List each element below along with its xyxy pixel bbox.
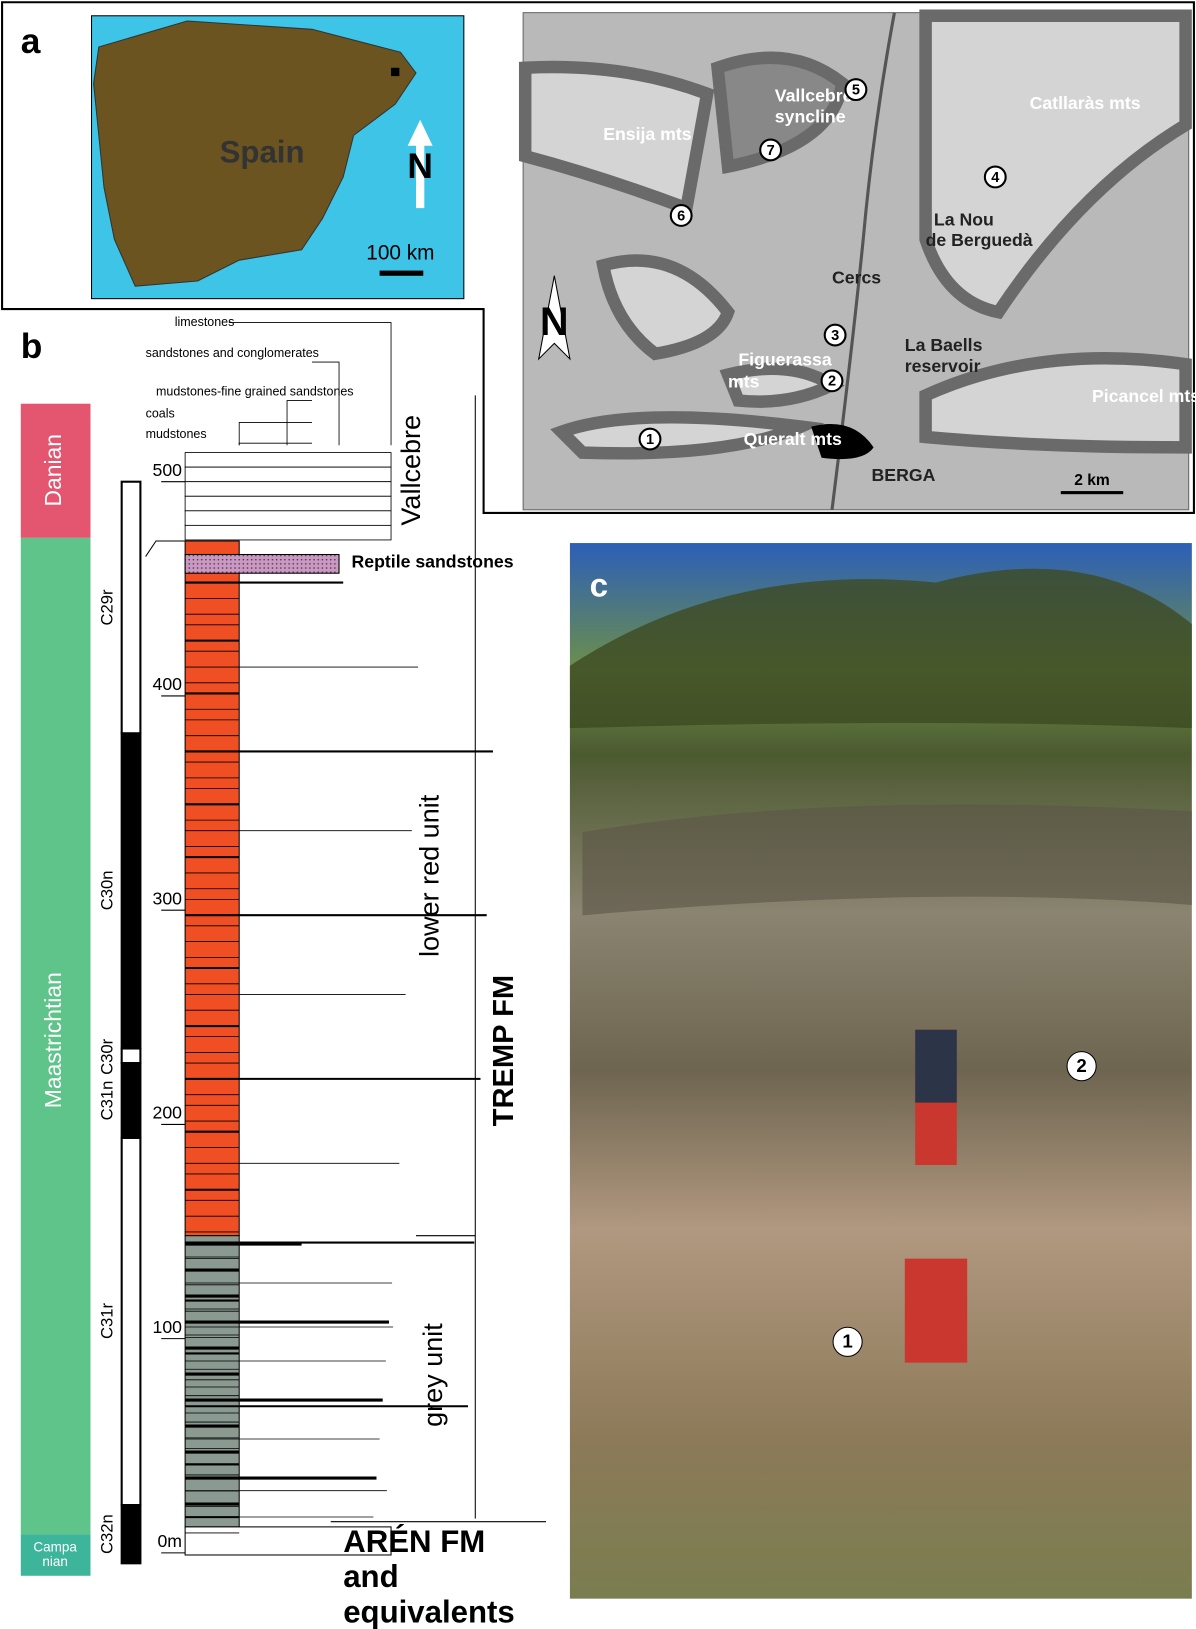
legend-label: mudstones-fine grained sandstones <box>156 385 354 399</box>
limestone-bed <box>185 525 391 540</box>
scale-bar <box>1061 491 1123 494</box>
site-number: 3 <box>831 328 839 344</box>
panel-label: c <box>590 568 609 605</box>
legend: limestones sandstones and conglomerates mu… <box>146 315 391 445</box>
legend-leader <box>239 422 312 445</box>
site-number: 7 <box>767 143 775 159</box>
site-marker <box>391 68 399 76</box>
legend-leader <box>312 362 339 445</box>
limestone-bed <box>185 482 391 497</box>
formation-label: ARÉN FM <box>343 1524 485 1559</box>
formation-label: and <box>343 1559 398 1594</box>
map-label: reservoir <box>905 356 981 376</box>
scale-label: 100 km <box>366 241 434 264</box>
unit-label: Vallcebre <box>396 415 426 526</box>
scale-label: 2 km <box>1074 472 1110 489</box>
photo-marker-label: 1 <box>842 1331 852 1352</box>
north-label: N <box>540 300 569 344</box>
map-label: Catllaràs mts <box>1030 93 1141 113</box>
grey-unit <box>185 1236 239 1527</box>
formation-label: equivalents <box>343 1594 515 1629</box>
limestone-bed <box>185 496 391 511</box>
site-number: 4 <box>991 170 1000 186</box>
figure: a Spain N 100 km Ensija mtsVallcebresync… <box>0 0 1196 1629</box>
chron-label: C31r <box>98 1303 117 1339</box>
map-label: syncline <box>775 106 846 126</box>
chron-label: C30n <box>98 871 117 911</box>
map-label: Cercs <box>832 268 881 288</box>
legend-leader <box>287 401 312 446</box>
unit-label: Reptile sandstones <box>352 551 514 571</box>
reptile-sandstone <box>185 555 339 574</box>
chron-label: C30r <box>98 1038 117 1074</box>
depth-label: 100 <box>153 1317 183 1337</box>
site-number: 2 <box>828 374 836 390</box>
chron-labels: C29r C30n C30r C31n C31r C32n <box>98 589 117 1554</box>
legend-label: mudstones <box>146 427 207 441</box>
site-number: 6 <box>677 208 685 224</box>
panel-label: b <box>21 327 43 366</box>
country-label: Spain <box>220 134 305 169</box>
chron-label: C32n <box>98 1514 117 1554</box>
depth-label: 200 <box>153 1103 183 1123</box>
photo-marker-label: 2 <box>1076 1055 1086 1076</box>
map-label: de Berguedà <box>926 230 1033 250</box>
limestone-bed <box>185 453 391 468</box>
legend-label: limestones <box>175 315 235 329</box>
map-label: Vallcebre <box>775 86 853 106</box>
limestone-bed <box>185 467 391 482</box>
depth-label: 300 <box>153 888 183 908</box>
depth-ticks: 500 400 300 200 100 0m <box>153 460 186 1553</box>
stage-label: Campa <box>33 1539 77 1554</box>
north-label: N <box>407 147 433 186</box>
legend-leader <box>239 443 312 445</box>
depth-label: 0m <box>157 1531 182 1551</box>
chron-bar <box>122 482 141 1564</box>
map-label: Queralt mts <box>744 429 842 449</box>
unit-label: grey unit <box>418 1323 448 1427</box>
map-label: BERGA <box>872 465 936 485</box>
map-label: La Baells <box>905 335 983 355</box>
stage-label: nian <box>42 1554 68 1569</box>
panel-label: a <box>21 22 41 61</box>
limestone-bed <box>185 511 391 526</box>
scale-bar <box>380 271 424 276</box>
map-label: Figuerassa <box>738 350 831 370</box>
site-number: 5 <box>852 83 860 99</box>
stage-label: Danian <box>40 434 66 507</box>
unit-label: lower red unit <box>415 794 445 957</box>
stage-label: Maastrichtian <box>40 972 66 1108</box>
legend-label: coals <box>146 406 175 420</box>
chron-label: C31n <box>98 1081 117 1121</box>
map-label: mts <box>728 372 760 392</box>
site-number: 1 <box>646 432 654 448</box>
depth-label: 400 <box>153 674 183 694</box>
map-label: Ensija mts <box>603 124 692 144</box>
map-label: Picancel mts <box>1092 386 1196 406</box>
formation-label: TREMP FM <box>488 975 520 1126</box>
chron-label: C29r <box>98 589 117 625</box>
map-label: La Nou <box>934 209 994 229</box>
legend-label: sandstones and conglomerates <box>146 346 319 360</box>
depth-label: 500 <box>153 460 183 480</box>
